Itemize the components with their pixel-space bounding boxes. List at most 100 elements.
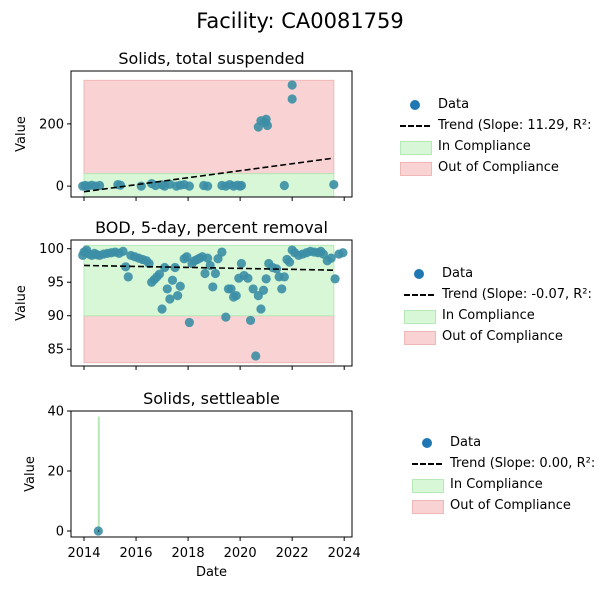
noncompliance-patch-icon	[400, 161, 432, 176]
data-marker-icon	[414, 268, 424, 279]
data-point	[162, 284, 172, 294]
legend-data-label: Data	[450, 435, 482, 450]
data-point	[231, 291, 241, 301]
y-tick-label: 0	[56, 525, 64, 540]
data-point	[184, 317, 194, 328]
legend-noncompliance-entry: Out of Compliance	[402, 326, 592, 347]
chart-panel-2: 85 90 95 100 BOD, 5-day, percent removal Valu…	[14, 218, 353, 370]
data-point	[173, 291, 183, 301]
legend-data-entry: Data	[398, 94, 591, 115]
compliance-patch-icon	[400, 140, 432, 155]
data-point	[284, 257, 295, 267]
y-tick-label: 0	[56, 180, 64, 195]
trend-line-icon	[412, 462, 442, 465]
y-axis-label: Value	[14, 116, 29, 152]
data-point	[221, 312, 231, 322]
data-point	[182, 252, 192, 262]
trend-line	[83, 157, 334, 193]
noncompliance-band	[83, 79, 335, 175]
legend-compliance-entry: In Compliance	[398, 136, 591, 157]
axes-frame	[70, 70, 353, 198]
data-point	[329, 179, 339, 190]
axes-frame	[70, 410, 353, 538]
x-tick-label: 2018	[172, 546, 205, 561]
legend-noncompliance-label: Out of Compliance	[438, 160, 559, 175]
legend-data-label: Data	[442, 266, 474, 281]
legend-noncompliance-entry: Out of Compliance	[410, 495, 595, 516]
data-point	[202, 181, 213, 191]
legend-2: Data Trend (Slope: -0.07, R²: In Complia…	[402, 263, 592, 347]
data-point	[136, 181, 146, 191]
legend-compliance-entry: In Compliance	[402, 305, 592, 326]
data-point	[251, 351, 261, 361]
data-point	[279, 180, 289, 191]
data-point	[245, 315, 256, 326]
data-point	[200, 268, 210, 279]
data-point	[287, 94, 297, 104]
data-point	[248, 284, 258, 294]
data-point	[287, 80, 297, 90]
compliance-patch-icon	[404, 309, 436, 324]
legend-compliance-label: In Compliance	[438, 139, 531, 154]
legend-trend-label: Trend (Slope: 11.29, R²:	[438, 118, 592, 133]
legend-noncompliance-label: Out of Compliance	[442, 329, 563, 344]
noncompliance-patch-icon	[412, 499, 444, 514]
x-tick-label: 2022	[276, 546, 309, 561]
noncompliance-band	[83, 315, 335, 364]
data-point	[338, 248, 348, 258]
data-point	[202, 253, 213, 263]
data-marker-icon	[422, 437, 432, 448]
legend-trend-entry: Trend (Slope: 0.00, R²:	[410, 453, 595, 474]
data-point	[157, 304, 167, 314]
legend-compliance-label: In Compliance	[450, 477, 543, 492]
compliance-band	[97, 416, 100, 532]
noncompliance-patch-icon	[404, 330, 436, 345]
data-point	[318, 249, 328, 259]
data-point	[236, 180, 247, 191]
data-point	[210, 268, 221, 279]
trend-line	[83, 264, 334, 271]
trend-line-icon	[400, 124, 430, 127]
y-axis-label: Value	[23, 456, 38, 492]
figure-title: Facility: CA0081759	[196, 9, 404, 33]
x-axis-label: Date	[196, 565, 227, 580]
chart-title: Solids, settleable	[143, 389, 280, 408]
data-point	[330, 274, 340, 284]
data-point	[236, 258, 247, 269]
data-point	[123, 272, 133, 282]
data-point	[213, 254, 223, 264]
data-point	[226, 284, 236, 294]
legend-data-entry: Data	[402, 263, 592, 284]
data-point	[277, 284, 287, 294]
data-point	[160, 262, 170, 273]
legend-3: Data Trend (Slope: 0.00, R²: In Complian…	[410, 432, 595, 516]
y-axis-label: Value	[14, 285, 29, 321]
y-tick-label: 95	[47, 276, 64, 291]
data-point	[279, 272, 289, 282]
data-point	[256, 304, 266, 314]
data-point	[326, 253, 336, 263]
data-point	[243, 273, 253, 283]
trend-line-icon	[404, 293, 434, 296]
x-tick-label: 2020	[224, 546, 257, 561]
legend-data-entry: Data	[410, 432, 595, 453]
y-tick-label: 40	[47, 405, 64, 420]
y-tick-label: 200	[39, 117, 64, 132]
legend-trend-label: Trend (Slope: 0.00, R²:	[450, 456, 596, 471]
x-tick-label: 2016	[119, 546, 152, 561]
data-point	[175, 281, 185, 291]
data-point	[165, 294, 175, 304]
legend-1: Data Trend (Slope: 11.29, R²: In Complia…	[398, 94, 591, 178]
data-point	[258, 285, 269, 295]
chart-panel-3: 0 20 40 2014 2016 2018 2020 2022 2024 Solids, set…	[23, 389, 361, 580]
data-point	[118, 246, 128, 256]
legend-trend-entry: Trend (Slope: -0.07, R²:	[402, 284, 592, 305]
y-tick-label: 90	[47, 309, 64, 324]
data-point	[217, 247, 227, 257]
legend-data-label: Data	[438, 97, 470, 112]
data-point	[154, 269, 165, 279]
y-tick-label: 20	[47, 465, 64, 480]
data-point	[261, 274, 271, 284]
axes-frame	[70, 239, 353, 367]
